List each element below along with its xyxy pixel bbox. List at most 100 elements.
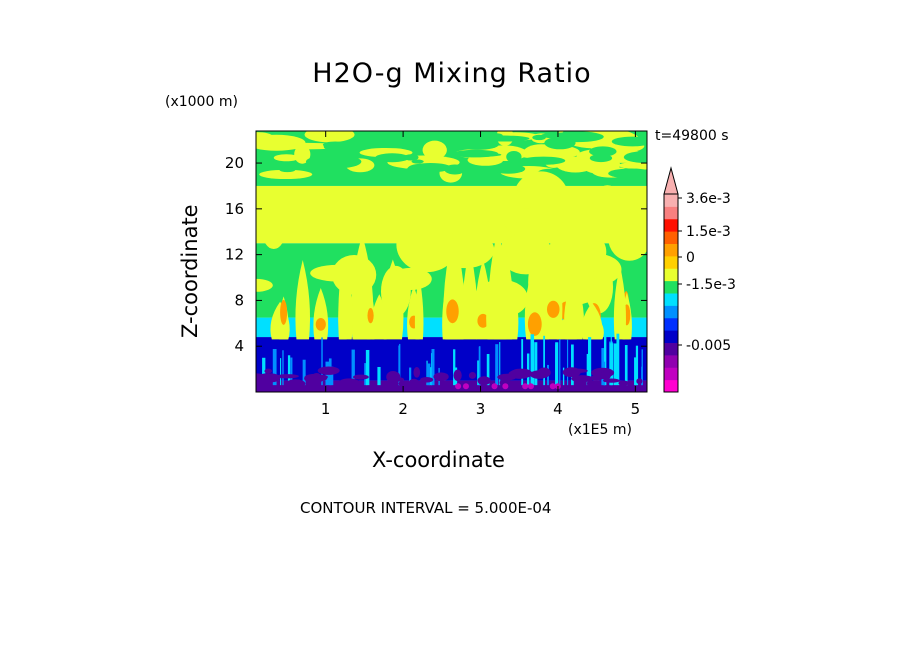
- plume-core: [367, 307, 374, 324]
- streak: [365, 349, 370, 386]
- y-tick-label: 20: [225, 154, 244, 172]
- dry-patch: [521, 156, 566, 165]
- y-tick-label: 12: [225, 246, 244, 264]
- streak: [280, 358, 282, 386]
- plume-core: [527, 312, 542, 336]
- plume: [564, 274, 585, 340]
- dry-core: [398, 381, 406, 386]
- dry-core: [420, 376, 434, 383]
- plume-core: [280, 299, 288, 325]
- colorbar-swatch: [664, 280, 678, 294]
- streak: [613, 343, 617, 386]
- moist-patch: [509, 208, 553, 225]
- streak: [634, 357, 638, 386]
- plume-features: [256, 131, 647, 390]
- dry-core: [276, 374, 299, 379]
- plume: [486, 264, 506, 340]
- dry-patch: [491, 164, 526, 174]
- plume-core: [477, 313, 489, 328]
- dry-core: [565, 368, 588, 374]
- plume: [414, 275, 424, 340]
- streak: [616, 333, 620, 386]
- moist-patch: [261, 211, 286, 250]
- y-tick-label: 4: [234, 337, 244, 355]
- streak: [635, 345, 639, 386]
- streak: [290, 357, 293, 386]
- dry-core: [353, 374, 369, 380]
- dry-core: [600, 370, 611, 380]
- dry-core: [453, 369, 462, 382]
- moist-patch: [273, 154, 299, 162]
- streak: [351, 349, 355, 386]
- colorbar-label: -1.5e-3: [686, 277, 736, 293]
- streak: [431, 349, 435, 386]
- moist-patch: [422, 140, 447, 160]
- streak: [377, 366, 381, 386]
- colorbar-label: 3.6e-3: [686, 191, 731, 207]
- dry-patch: [323, 142, 347, 151]
- colorbar: 3.6e-3 1.5e-3 0 -1.5e-3 -0.005: [663, 166, 736, 393]
- dry-core: [413, 366, 421, 378]
- plume: [382, 259, 404, 340]
- colorbar-label: 1.5e-3: [686, 224, 731, 240]
- streak: [262, 357, 266, 386]
- streak: [555, 342, 559, 386]
- plot-frame: [255, 130, 648, 393]
- colorbar-swatch: [664, 379, 678, 393]
- streak: [534, 342, 538, 386]
- dry-patch: [310, 166, 335, 177]
- streak: [521, 339, 524, 386]
- colorbar-swatch: [664, 268, 678, 282]
- dry-core: [636, 378, 643, 385]
- moist-patch: [436, 231, 495, 269]
- field-band: [256, 380, 647, 392]
- plume-core: [546, 300, 560, 318]
- streak: [543, 335, 545, 386]
- colorbar-swatch: [664, 330, 678, 343]
- dry-core: [264, 368, 273, 374]
- colorbar-swatch: [664, 255, 678, 269]
- streak: [399, 343, 401, 386]
- streak: [586, 353, 589, 386]
- streak: [603, 335, 607, 386]
- dry-patch: [544, 136, 576, 150]
- streak: [486, 353, 490, 386]
- dry-core: [522, 383, 529, 390]
- dry-patch: [411, 159, 424, 164]
- streak: [409, 367, 412, 386]
- streak: [477, 360, 481, 386]
- dry-core: [549, 383, 556, 390]
- dry-patch: [444, 164, 466, 175]
- dry-core: [590, 375, 603, 381]
- dry-patch: [532, 134, 546, 141]
- dry-core: [468, 372, 477, 379]
- dry-patch: [623, 151, 647, 163]
- x-tick-label: 3: [476, 400, 486, 418]
- dry-patch: [457, 139, 499, 150]
- colorbar-swatch: [664, 367, 678, 381]
- x-tick-label: 1: [321, 400, 331, 418]
- moist-patch: [256, 278, 273, 292]
- dry-patch: [406, 164, 429, 178]
- colorbar-swatch: [664, 305, 678, 319]
- x-tick-label: 2: [398, 400, 408, 418]
- streak: [321, 337, 323, 386]
- dry-patch: [611, 136, 647, 147]
- moist-patch: [304, 131, 355, 143]
- colorbar-swatch: [664, 243, 678, 257]
- dry-patch: [589, 146, 617, 157]
- dry-core: [586, 379, 594, 389]
- colorbar-swatch: [664, 194, 678, 207]
- y-tick-label: 16: [225, 200, 244, 218]
- streak: [526, 353, 530, 386]
- x-axis-ticks: 1 2 3 4 5: [321, 131, 640, 418]
- colorbar-label: 0: [686, 250, 695, 266]
- streak: [566, 339, 569, 386]
- x-axis-unit: (x1E5 m): [568, 422, 632, 438]
- dry-core: [499, 378, 511, 388]
- moist-patch: [259, 169, 313, 180]
- colorbar-label: -0.005: [686, 338, 731, 354]
- streak: [453, 349, 456, 386]
- streak: [495, 353, 498, 386]
